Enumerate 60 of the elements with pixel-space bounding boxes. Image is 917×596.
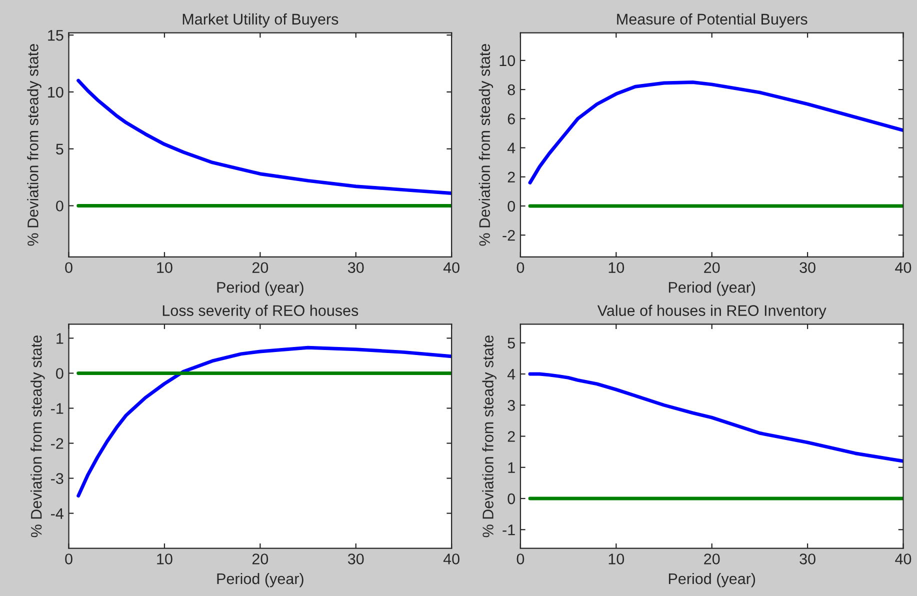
y-tick-label: 4 (507, 369, 516, 380)
x-tick-label: 0 (516, 262, 524, 274)
x-tick-label: 20 (252, 554, 268, 564)
y-tick-label: 4 (507, 142, 516, 154)
x-tick-label: 10 (157, 262, 172, 274)
x-tick-label: 40 (895, 554, 912, 564)
y-tick-label: 15 (48, 30, 64, 41)
y-tick-label: 10 (500, 55, 516, 66)
y-tick-label: 6 (508, 114, 515, 124)
line-series (76, 78, 452, 195)
y-tick-label: 5 (508, 338, 515, 349)
chart-title: Loss severity of REO houses (162, 304, 358, 320)
x-axis-title: Period (year) (668, 282, 756, 296)
y-tick-label: 5 (56, 144, 64, 155)
x-tick-label: 40 (443, 262, 460, 274)
y-tick-label: 0 (508, 493, 516, 504)
y-axis-title: % Deviation from steady state (30, 335, 45, 538)
line-series (528, 80, 904, 184)
y-tick-label: 10 (48, 86, 64, 98)
chart-title: Market Utility of Buyers (182, 13, 338, 28)
x-tick-label: 30 (800, 554, 816, 564)
x-tick-label: 0 (65, 262, 72, 274)
x-tick-label: 40 (443, 554, 460, 564)
line-series (528, 372, 904, 463)
y-axis-title: % Deviation from steady state (482, 335, 496, 538)
x-tick-label: 10 (608, 554, 624, 564)
y-tick-label: -3 (51, 473, 64, 484)
y-axis-title: % Deviation from steady state (478, 44, 494, 246)
x-tick-label: 20 (252, 262, 268, 274)
y-tick-label: -1 (51, 403, 64, 414)
x-axis-title: Period (year) (668, 572, 756, 588)
x-axis-title: Period (year) (217, 572, 304, 588)
y-tick-label: 2 (508, 431, 515, 442)
x-tick-label: 40 (895, 262, 912, 274)
y-tick-label: -2 (51, 438, 64, 449)
x-tick-label: 10 (608, 262, 624, 274)
y-axis-title: % Deviation from steady state (27, 44, 42, 246)
x-tick-label: 0 (516, 554, 524, 564)
chart-title: Value of houses in REO Inventory (597, 304, 826, 320)
y-tick-label: 8 (508, 84, 515, 96)
x-tick-label: 30 (800, 262, 816, 274)
y-tick-label: 2 (508, 172, 515, 182)
x-tick-label: 30 (348, 554, 364, 564)
y-tick-label: 0 (56, 200, 64, 212)
y-tick-label: 0 (56, 368, 64, 379)
x-tick-label: 10 (157, 554, 172, 564)
x-tick-label: 30 (348, 262, 364, 274)
y-tick-label: 1 (56, 333, 64, 344)
x-tick-label: 20 (704, 554, 720, 564)
chart-title: Measure of Potential Buyers (617, 13, 808, 28)
y-tick-label: -2 (502, 230, 515, 241)
y-tick-label: 1 (508, 462, 515, 473)
x-tick-label: 20 (704, 262, 720, 274)
x-tick-label: 0 (65, 554, 72, 564)
x-axis-title: Period (year) (217, 282, 304, 296)
line-series (76, 346, 452, 498)
y-tick-label: 0 (508, 200, 516, 212)
y-tick-label: -4 (51, 508, 64, 519)
y-tick-label: -1 (502, 524, 515, 536)
y-tick-label: 3 (508, 400, 515, 411)
